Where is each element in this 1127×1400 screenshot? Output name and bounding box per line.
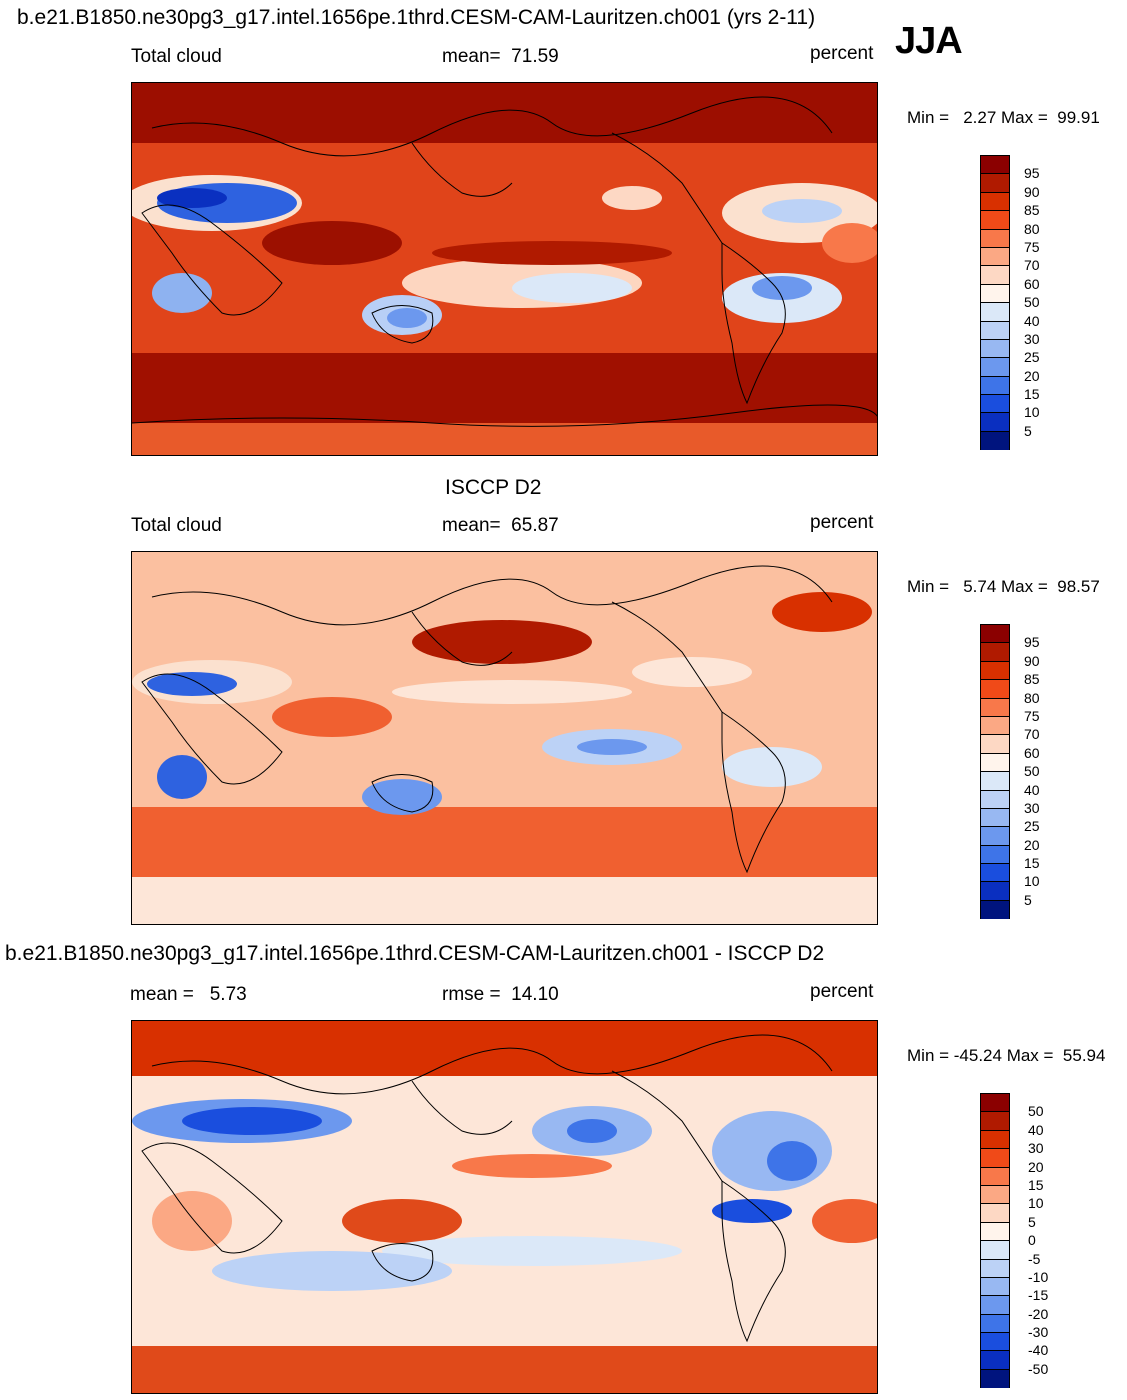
colorbar-tick-label: 5 [1024, 892, 1032, 908]
panel2-mean-label: mean= 65.87 [442, 515, 559, 536]
colorbar-tick-label: 50 [1024, 294, 1040, 310]
colorbar-tick-label: -10 [1028, 1269, 1049, 1285]
panel3-mean-label: mean = 5.73 [130, 984, 247, 1005]
colorbar-tick-label: 25 [1024, 349, 1040, 365]
colorbar-tick-label: 25 [1024, 818, 1040, 834]
colorbar-tick-label: 15 [1024, 386, 1040, 402]
panel3-map [131, 1020, 878, 1394]
colorbar-tick-label: 60 [1024, 276, 1040, 292]
season-label: JJA [895, 20, 963, 62]
colorbar-tick-label: 85 [1024, 202, 1040, 218]
panel3-units-label: percent [810, 981, 874, 1002]
panel1-minmax: Min = 2.27 Max = 99.91 [907, 108, 1100, 127]
colorbar-tick-label: 80 [1024, 221, 1040, 237]
panel2-map [131, 551, 878, 925]
panel1-mean-label: mean= 71.59 [442, 46, 559, 67]
colorbar-tick-label: 90 [1024, 184, 1040, 200]
panel2-title: ISCCP D2 [445, 476, 542, 499]
colorbar-tick-label: 40 [1028, 1122, 1044, 1138]
panel3-map-svg [132, 1021, 877, 1393]
colorbar-tick-label: 70 [1024, 257, 1040, 273]
figure-title: b.e21.B1850.ne30pg3_g17.intel.1656pe.1th… [17, 6, 816, 29]
colorbar-tick-label: 80 [1024, 690, 1040, 706]
colorbar-tick-label: -5 [1028, 1251, 1041, 1267]
colorbar-tick-label: 85 [1024, 671, 1040, 687]
panel3-rmse-label: rmse = 14.10 [442, 984, 559, 1005]
panel2-units-label: percent [810, 512, 874, 533]
colorbar-tick-label: 50 [1028, 1103, 1044, 1119]
colorbar-tick-label: 20 [1024, 368, 1040, 384]
colorbar-tick-label: 10 [1024, 873, 1040, 889]
panel2-variable-label: Total cloud [131, 515, 222, 536]
panel1-map [131, 82, 878, 456]
colorbar-tick-label: 15 [1028, 1177, 1044, 1193]
colorbar-tick-label: 30 [1028, 1140, 1044, 1156]
colorbar-tick-label: 95 [1024, 634, 1040, 650]
colorbar-tick-label: -40 [1028, 1342, 1049, 1358]
panel1-map-svg [132, 83, 877, 455]
colorbar-tick-label: 20 [1024, 837, 1040, 853]
colorbar-tick-label: 10 [1024, 404, 1040, 420]
colorbar-tick-label: 20 [1028, 1159, 1044, 1175]
colorbar-tick-label: 40 [1024, 313, 1040, 329]
colorbar-tick-label: 75 [1024, 239, 1040, 255]
colorbar-tick-label: 75 [1024, 708, 1040, 724]
colorbar-tick-label: 15 [1024, 855, 1040, 871]
panel1-variable-label: Total cloud [131, 46, 222, 67]
panel3-colorbar [980, 1093, 1010, 1389]
colorbar-tick-label: 30 [1024, 331, 1040, 347]
panel2-colorbar [980, 624, 1010, 920]
colorbar-tick-label: 5 [1028, 1214, 1036, 1230]
colorbar-tick-label: -30 [1028, 1324, 1049, 1340]
colorbar-tick-label: 60 [1024, 745, 1040, 761]
colorbar-tick-label: 40 [1024, 782, 1040, 798]
colorbar-tick-label: 0 [1028, 1232, 1036, 1248]
colorbar-tick-label: -15 [1028, 1287, 1049, 1303]
colorbar-tick-label: 50 [1024, 763, 1040, 779]
panel3-minmax: Min = -45.24 Max = 55.94 [907, 1046, 1106, 1065]
panel1-colorbar [980, 155, 1010, 451]
colorbar-tick-label: 95 [1024, 165, 1040, 181]
colorbar-tick-label: 90 [1024, 653, 1040, 669]
panel3-title: b.e21.B1850.ne30pg3_g17.intel.1656pe.1th… [5, 942, 825, 965]
colorbar-tick-label: -50 [1028, 1361, 1049, 1377]
panel2-minmax: Min = 5.74 Max = 98.57 [907, 577, 1100, 596]
colorbar-tick-label: 30 [1024, 800, 1040, 816]
colorbar-tick-label: 70 [1024, 726, 1040, 742]
colorbar-tick-label: 10 [1028, 1195, 1044, 1211]
panel2-map-svg [132, 552, 877, 924]
colorbar-tick-label: -20 [1028, 1306, 1049, 1322]
colorbar-tick-label: 5 [1024, 423, 1032, 439]
panel1-units-label: percent [810, 43, 874, 64]
